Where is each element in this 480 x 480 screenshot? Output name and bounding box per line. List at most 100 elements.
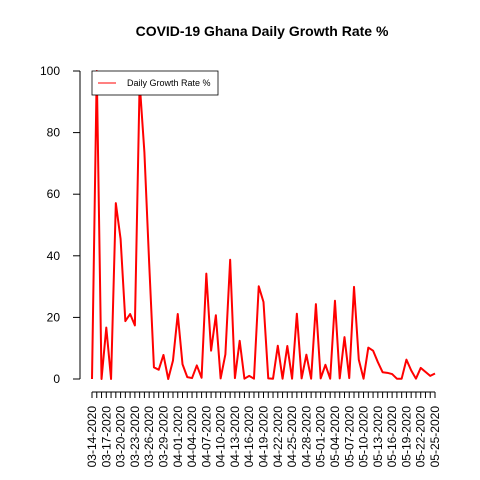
data-point xyxy=(229,259,231,261)
x-axis: 03-14-2020 03-17-2020 03-20-2020 03-23-2020… xyxy=(85,391,442,468)
x-tick-label: 03-23-2020 xyxy=(128,406,142,468)
data-point xyxy=(191,377,193,379)
data-point xyxy=(134,324,136,326)
data-point xyxy=(434,372,436,374)
data-point xyxy=(372,350,374,352)
y-tick-label: 40 xyxy=(47,249,61,263)
data-point xyxy=(263,301,265,303)
data-point xyxy=(358,359,360,361)
data-point xyxy=(272,378,274,380)
data-point xyxy=(386,372,388,374)
x-tick-label: 05-07-2020 xyxy=(342,406,356,468)
data-point xyxy=(410,369,412,371)
x-tick-label: 04-19-2020 xyxy=(257,406,271,468)
x-tick-label: 03-26-2020 xyxy=(142,406,156,468)
data-point xyxy=(405,359,407,361)
x-tick-label: 04-10-2020 xyxy=(214,406,228,468)
data-point xyxy=(148,262,150,264)
data-point xyxy=(310,378,312,380)
x-tick-label: 04-13-2020 xyxy=(228,406,242,468)
data-point xyxy=(243,378,245,380)
legend: Daily Growth Rate % xyxy=(91,70,219,96)
data-point xyxy=(224,353,226,355)
data-point xyxy=(296,313,298,315)
x-tick-label: 03-14-2020 xyxy=(85,406,99,468)
x-tick-label: 05-10-2020 xyxy=(357,406,371,468)
data-point xyxy=(91,378,93,380)
series-line-daily-growth-rate xyxy=(91,70,436,380)
data-point xyxy=(162,354,164,356)
data-point xyxy=(110,378,112,380)
legend-entry-label: Daily Growth Rate % xyxy=(127,78,211,88)
data-point xyxy=(334,300,336,302)
data-point xyxy=(315,303,317,305)
x-tick-label: 04-01-2020 xyxy=(171,406,185,468)
data-point xyxy=(115,202,117,204)
x-tick-label: 05-19-2020 xyxy=(399,406,413,468)
y-tick-label: 20 xyxy=(47,310,61,324)
x-tick-label: 04-04-2020 xyxy=(185,406,199,468)
data-point xyxy=(215,314,217,316)
data-point xyxy=(377,361,379,363)
data-point xyxy=(167,378,169,380)
x-tick-label: 03-29-2020 xyxy=(156,406,170,468)
data-point xyxy=(120,238,122,240)
data-point xyxy=(324,364,326,366)
data-point xyxy=(153,366,155,368)
data-point xyxy=(239,340,241,342)
data-point xyxy=(301,377,303,379)
data-point xyxy=(124,320,126,322)
data-point xyxy=(210,350,212,352)
data-point xyxy=(382,371,384,373)
data-point xyxy=(234,377,236,379)
data-point xyxy=(277,345,279,347)
x-tick-label: 04-22-2020 xyxy=(271,406,285,468)
data-point xyxy=(143,151,145,153)
data-point xyxy=(105,327,107,329)
data-point xyxy=(253,378,255,380)
x-tick-label: 05-04-2020 xyxy=(328,406,342,468)
data-point xyxy=(420,367,422,369)
x-tick-label: 04-25-2020 xyxy=(285,406,299,468)
data-point xyxy=(363,378,365,380)
data-point xyxy=(101,378,103,380)
x-tick-label: 04-07-2020 xyxy=(199,406,213,468)
data-point xyxy=(177,313,179,315)
data-point xyxy=(129,313,131,315)
data-point xyxy=(291,378,293,380)
data-point xyxy=(424,371,426,373)
data-point xyxy=(429,375,431,377)
data-point xyxy=(396,378,398,380)
x-tick-label: 03-20-2020 xyxy=(114,406,128,468)
data-point xyxy=(196,364,198,366)
y-tick-label: 100 xyxy=(40,64,60,78)
data-point xyxy=(329,378,331,380)
y-tick-label: 80 xyxy=(47,126,61,140)
x-tick-label: 05-13-2020 xyxy=(371,406,385,468)
series-layer xyxy=(91,70,436,380)
data-point xyxy=(286,345,288,347)
data-point xyxy=(353,286,355,288)
data-point xyxy=(248,375,250,377)
legend-box xyxy=(91,70,219,96)
data-point xyxy=(201,377,203,379)
data-point xyxy=(186,376,188,378)
x-tick-label: 05-22-2020 xyxy=(414,406,428,468)
x-tick-label: 03-17-2020 xyxy=(99,406,113,468)
y-axis: 0 20 40 60 80 100 xyxy=(40,64,81,386)
data-point xyxy=(282,378,284,380)
data-point xyxy=(415,378,417,380)
data-point xyxy=(258,285,260,287)
data-point xyxy=(367,347,369,349)
x-tick-label: 04-28-2020 xyxy=(299,406,313,468)
y-tick-label: 0 xyxy=(53,372,60,386)
data-point xyxy=(339,377,341,379)
data-point xyxy=(343,336,345,338)
data-point xyxy=(305,354,307,356)
x-tick-label: 05-25-2020 xyxy=(428,406,442,468)
data-point xyxy=(348,377,350,379)
data-point xyxy=(320,377,322,379)
data-point xyxy=(391,373,393,375)
data-point xyxy=(182,363,184,365)
